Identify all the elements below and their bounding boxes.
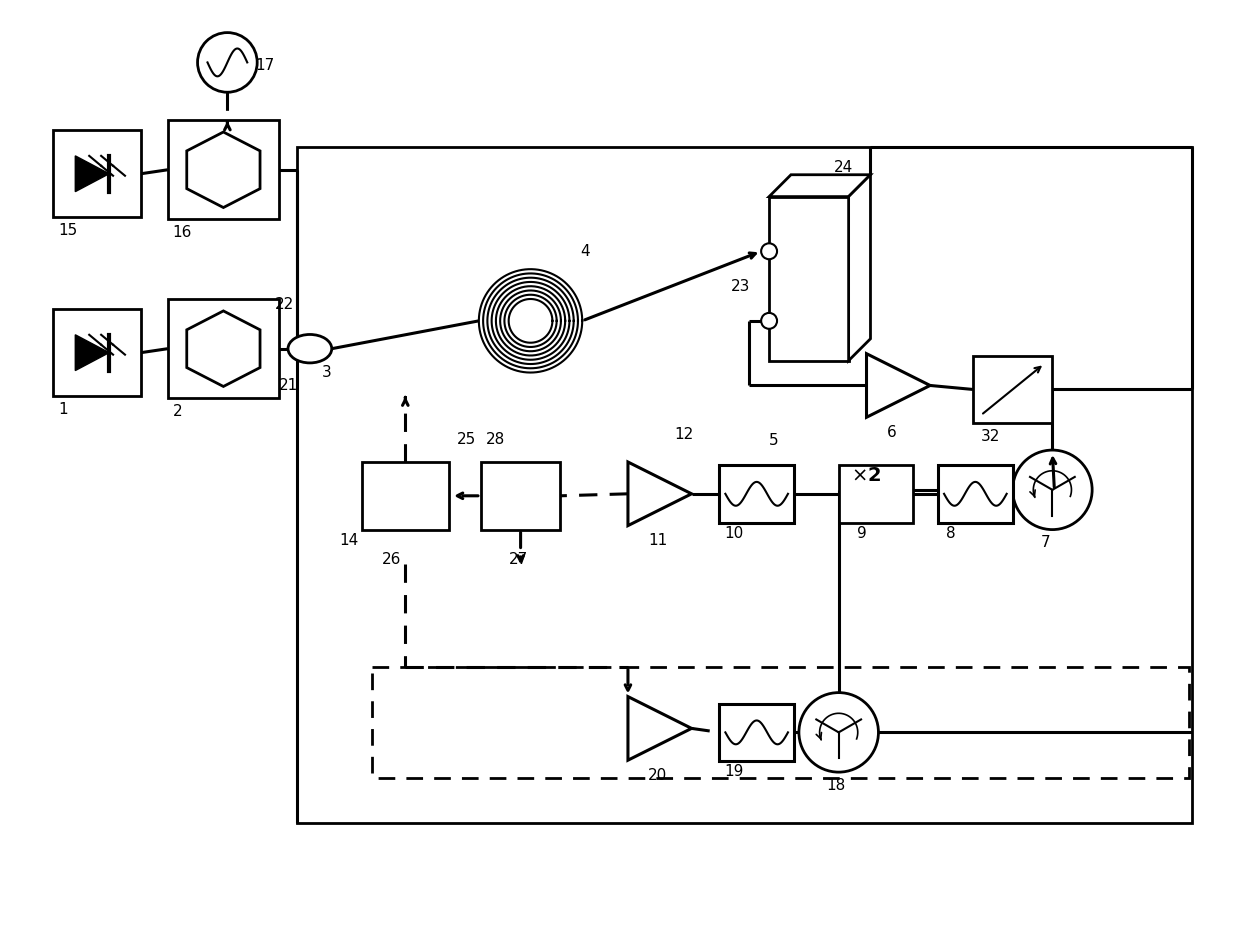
Circle shape: [799, 693, 878, 772]
Text: 26: 26: [382, 552, 401, 567]
Text: $\times$2: $\times$2: [851, 466, 880, 485]
Bar: [296, 147, 1192, 823]
Circle shape: [761, 313, 777, 328]
Text: 19: 19: [724, 764, 744, 779]
Text: 28: 28: [486, 432, 505, 447]
Text: 14: 14: [340, 533, 358, 548]
Bar: [838, 465, 913, 523]
Bar: [167, 299, 279, 399]
Text: 22: 22: [275, 297, 294, 312]
Polygon shape: [627, 697, 692, 760]
Text: 17: 17: [255, 58, 274, 73]
Text: 24: 24: [833, 160, 853, 175]
Text: 2: 2: [172, 404, 182, 419]
Text: 23: 23: [732, 279, 750, 294]
Text: 1: 1: [58, 402, 68, 417]
Bar: [719, 465, 794, 523]
Text: 3: 3: [322, 364, 331, 379]
Polygon shape: [76, 155, 109, 191]
Polygon shape: [76, 335, 109, 371]
Circle shape: [197, 32, 257, 92]
Text: 8: 8: [946, 525, 956, 540]
Polygon shape: [769, 175, 870, 197]
Text: 21: 21: [279, 378, 299, 393]
Polygon shape: [867, 353, 930, 417]
Bar: [53, 130, 141, 217]
Text: 11: 11: [647, 534, 667, 549]
Text: 7: 7: [1040, 536, 1050, 550]
Circle shape: [1013, 450, 1092, 530]
Bar: [769, 197, 848, 361]
Bar: [362, 462, 449, 530]
Bar: [481, 462, 560, 530]
Text: 5: 5: [769, 433, 779, 448]
Bar: [53, 309, 141, 397]
Text: 6: 6: [887, 426, 897, 440]
Text: 32: 32: [981, 429, 1001, 444]
Text: 20: 20: [647, 768, 667, 783]
Bar: [719, 704, 794, 761]
Text: 15: 15: [58, 223, 78, 239]
Polygon shape: [627, 462, 692, 525]
Text: 10: 10: [724, 525, 744, 540]
Ellipse shape: [288, 335, 332, 363]
Text: 16: 16: [172, 226, 192, 240]
Circle shape: [761, 243, 777, 259]
Text: 12: 12: [675, 427, 694, 442]
Text: 9: 9: [857, 525, 867, 540]
Text: 4: 4: [580, 244, 590, 259]
Text: 27: 27: [508, 552, 528, 567]
Text: 18: 18: [827, 778, 846, 793]
Bar: [939, 465, 1013, 523]
Polygon shape: [848, 175, 870, 361]
Bar: [167, 120, 279, 219]
Bar: [372, 667, 1189, 778]
Bar: [973, 355, 1053, 424]
Text: 25: 25: [458, 432, 476, 447]
